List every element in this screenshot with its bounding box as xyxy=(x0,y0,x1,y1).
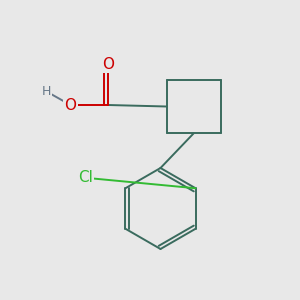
Text: O: O xyxy=(64,98,76,112)
Text: Cl: Cl xyxy=(78,169,93,184)
Text: O: O xyxy=(102,57,114,72)
Text: H: H xyxy=(42,85,51,98)
